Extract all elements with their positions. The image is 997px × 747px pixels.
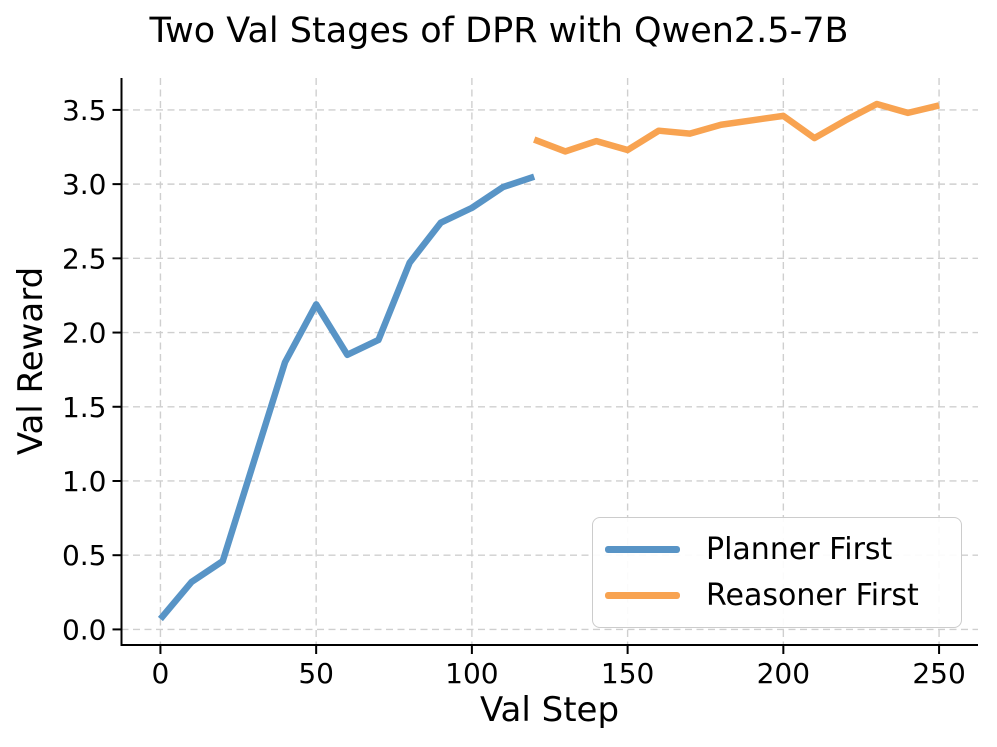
chart-title: Two Val Stages of DPR with Qwen2.5-7B [149, 11, 849, 51]
y-tick-label: 1.5 [62, 391, 107, 424]
y-tick-label: 1.0 [62, 465, 107, 498]
y-tick-label: 0.0 [62, 613, 107, 646]
planner-first-line-swatch [605, 546, 680, 554]
axis-spines [120, 78, 978, 646]
legend: Planner First Reasoner First [592, 517, 962, 628]
y-tick-label: 3.5 [62, 94, 107, 127]
x-tick-label: 150 [601, 657, 654, 690]
x-tick-label: 0 [152, 657, 170, 690]
series-line-planner-first [157, 173, 536, 622]
x-tick-labels: 0 50 100 150 200 250 [152, 657, 966, 690]
series-line-reasoner-first [533, 100, 940, 155]
legend-entry-reasoner-first: Reasoner First [593, 578, 961, 613]
x-tick-label: 50 [298, 657, 334, 690]
x-axis-label: Val Step [479, 690, 620, 730]
y-tick-label: 2.0 [62, 317, 107, 350]
y-tick-label: 0.5 [62, 539, 107, 572]
y-axis-label: Val Reward [11, 266, 51, 456]
legend-label-planner-first: Planner First [706, 532, 893, 568]
tick-marks [112, 108, 941, 654]
reasoner-first-line-swatch [605, 591, 680, 599]
x-tick-label: 100 [445, 657, 498, 690]
y-tick-label: 2.5 [62, 242, 107, 275]
legend-entry-planner-first: Planner First [593, 532, 961, 567]
x-tick-label: 200 [757, 657, 810, 690]
y-tick-label: 3.0 [62, 168, 107, 201]
legend-label-reasoner-first: Reasoner First [706, 577, 919, 613]
y-tick-labels: 0.0 0.5 1.0 1.5 2.0 2.5 3.0 3.5 [62, 94, 107, 647]
x-tick-label: 250 [912, 657, 965, 690]
